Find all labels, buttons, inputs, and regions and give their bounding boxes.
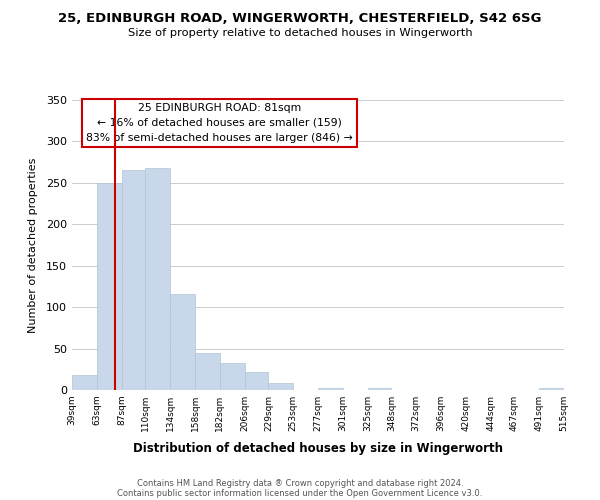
Y-axis label: Number of detached properties: Number of detached properties (28, 158, 38, 332)
Bar (539, 388, 564, 390)
Bar (195, 352, 220, 390)
Bar (318, 388, 343, 390)
Text: Size of property relative to detached houses in Wingerworth: Size of property relative to detached ho… (128, 28, 472, 38)
X-axis label: Distribution of detached houses by size in Wingerworth: Distribution of detached houses by size … (133, 442, 503, 456)
Text: Contains HM Land Registry data ® Crown copyright and database right 2024.: Contains HM Land Registry data ® Crown c… (137, 478, 463, 488)
Text: 25, EDINBURGH ROAD, WINGERWORTH, CHESTERFIELD, S42 6SG: 25, EDINBURGH ROAD, WINGERWORTH, CHESTER… (58, 12, 542, 26)
Bar (268, 384, 293, 390)
Bar (122, 170, 145, 390)
Text: Contains public sector information licensed under the Open Government Licence v3: Contains public sector information licen… (118, 488, 482, 498)
Bar (245, 372, 268, 390)
Bar (97, 183, 122, 390)
Bar (170, 294, 195, 390)
Bar (145, 168, 170, 390)
Bar (72, 375, 97, 390)
Text: 25 EDINBURGH ROAD: 81sqm
← 16% of detached houses are smaller (159)
83% of semi-: 25 EDINBURGH ROAD: 81sqm ← 16% of detach… (86, 103, 353, 142)
Bar (220, 362, 245, 390)
Bar (368, 388, 391, 390)
